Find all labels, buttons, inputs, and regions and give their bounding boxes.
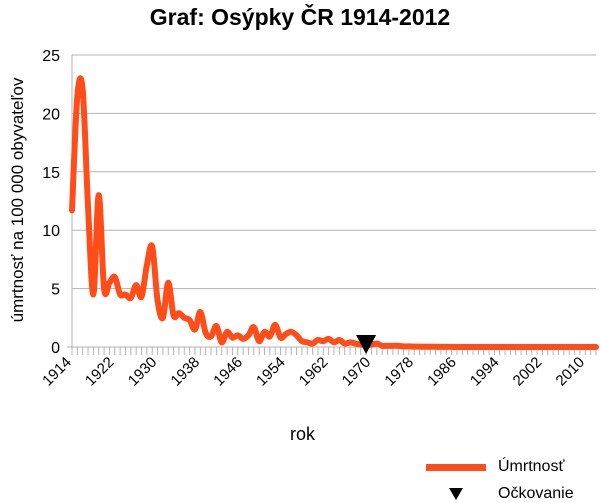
legend-item-umrtnost: Úmrtnosť bbox=[420, 458, 564, 476]
series-line-umrtnost bbox=[69, 75, 599, 351]
y-tick-label: 10 bbox=[42, 223, 60, 240]
x-axis-label: rok bbox=[290, 424, 316, 444]
x-tick-label: 1986 bbox=[424, 354, 460, 390]
gridlines bbox=[72, 54, 596, 290]
x-tick-label: 1978 bbox=[381, 354, 417, 390]
y-tick-label: 20 bbox=[42, 106, 60, 123]
x-tick-label: 1962 bbox=[296, 354, 332, 390]
triangle-down-icon bbox=[449, 488, 463, 500]
marker-ockovanie bbox=[356, 335, 377, 354]
legend-line-swatch bbox=[426, 463, 486, 471]
x-tick-label: 1946 bbox=[210, 354, 246, 390]
x-tick-label: 1970 bbox=[339, 354, 375, 390]
y-tick-labels: 0 5 10 15 20 25 bbox=[42, 48, 60, 357]
legend-item-ockovanie: Očkovanie bbox=[420, 485, 574, 503]
y-tick-label: 25 bbox=[42, 48, 60, 65]
x-tick-label: 2010 bbox=[553, 354, 589, 390]
x-tick-label: 1938 bbox=[168, 354, 204, 390]
series-lines bbox=[69, 75, 599, 351]
x-tick-label: 2002 bbox=[510, 354, 546, 390]
x-tick-labels: 1914 1922 1930 1938 1946 1954 1962 1970 1978 1986… bbox=[39, 354, 588, 390]
x-tick-label: 1994 bbox=[467, 354, 503, 390]
x-tick-label: 1922 bbox=[82, 354, 118, 390]
legend-label: Úmrtnosť bbox=[498, 458, 565, 475]
y-tick-label: 5 bbox=[51, 282, 60, 299]
axes bbox=[67, 55, 597, 355]
legend-label: Očkovanie bbox=[498, 485, 574, 502]
x-tick-label: 1914 bbox=[39, 354, 75, 390]
x-tick-label: 1930 bbox=[125, 354, 161, 390]
y-axis-label: úmrtnosť na 100 000 obyvateľov bbox=[8, 77, 27, 323]
markers bbox=[356, 335, 377, 354]
chart-title: Graf: Osýpky ČR 1914-2012 bbox=[149, 4, 451, 30]
y-tick-label: 15 bbox=[42, 165, 60, 182]
x-tick-label: 1954 bbox=[253, 354, 289, 390]
y-tick-label: 0 bbox=[51, 340, 60, 357]
